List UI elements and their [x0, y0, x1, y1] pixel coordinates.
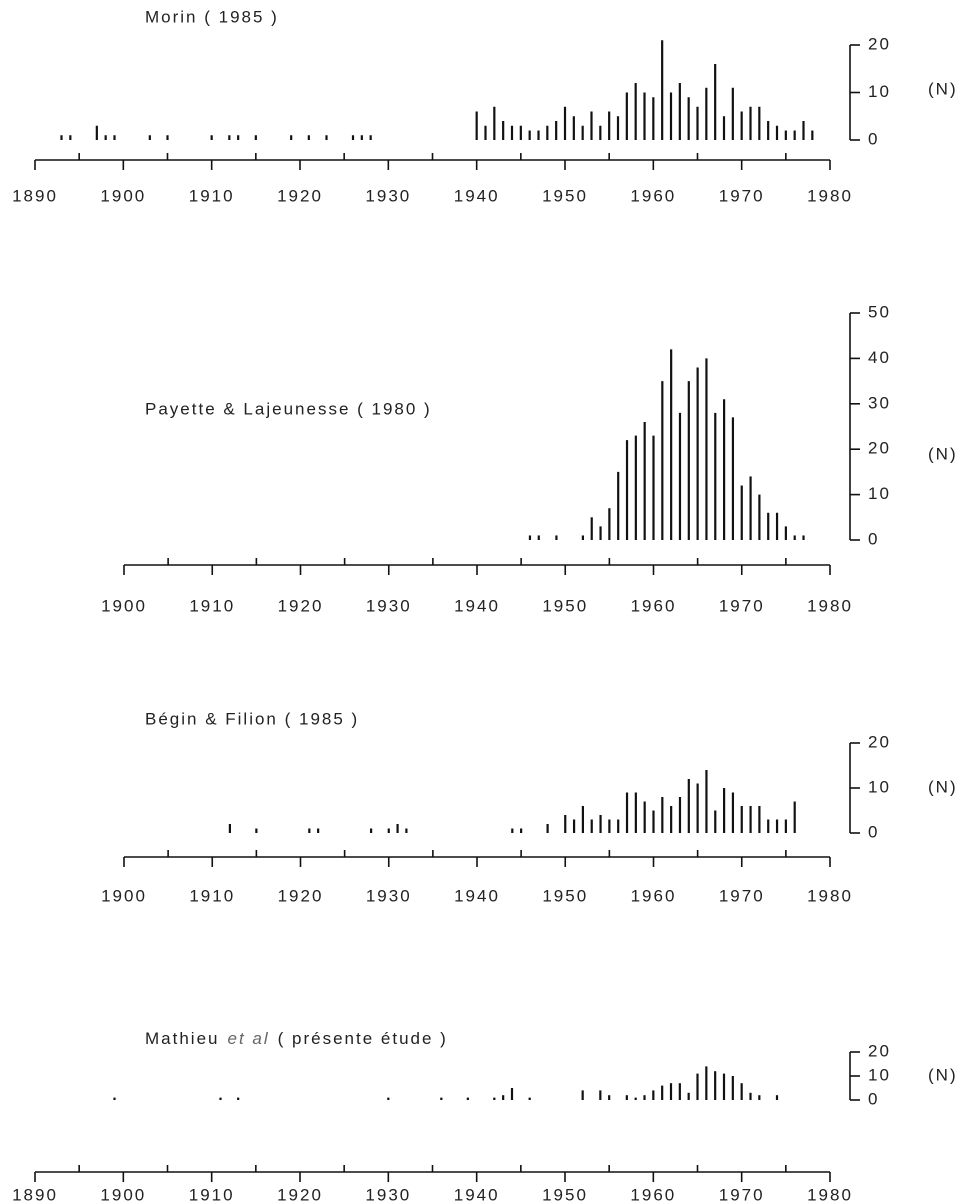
x-tick-label: 1970 — [719, 886, 765, 905]
x-tick-label: 1930 — [366, 886, 412, 905]
x-tick-label: 1910 — [189, 596, 235, 615]
x-tick-label: 1950 — [542, 186, 588, 205]
panel: Bégin & Filion ( 1985 ) 1900 1910 1920 1930 1… — [101, 709, 958, 905]
x-tick-label: 1960 — [630, 186, 676, 205]
title-part: et al — [227, 1029, 269, 1048]
y-axis-label: (N) — [928, 79, 958, 98]
y-tick-label: 50 — [868, 302, 891, 321]
x-tick-label: 1920 — [277, 186, 323, 205]
x-tick-label: 1930 — [365, 186, 411, 205]
y-axis-label: (N) — [928, 1065, 958, 1084]
x-tick-label: 1900 — [100, 1185, 146, 1204]
y-tick-label: 0 — [868, 822, 879, 841]
panel: Payette & Lajeunesse ( 1980 ) 1900 1910 192… — [101, 302, 958, 615]
y-tick-label: 10 — [868, 484, 891, 503]
x-tick-label: 1980 — [807, 186, 853, 205]
y-tick-label: 40 — [868, 348, 891, 367]
x-tick-label: 1920 — [278, 886, 324, 905]
x-tick-label: 1980 — [807, 596, 853, 615]
x-tick-label: 1950 — [542, 596, 588, 615]
panel-title: Payette & Lajeunesse ( 1980 ) — [145, 399, 432, 418]
title-part: Mathieu — [145, 1029, 219, 1048]
panel: Mathieu et al ( présente étude ) 1890 1900 19… — [12, 1029, 958, 1204]
y-tick-label: 0 — [868, 1089, 879, 1108]
x-tick-label: 1900 — [101, 596, 147, 615]
y-tick-label: 10 — [868, 1065, 891, 1084]
x-tick-label: 1960 — [630, 1185, 676, 1204]
y-axis-label: (N) — [928, 444, 958, 463]
x-tick-label: 1910 — [189, 1185, 235, 1204]
y-tick-label: 30 — [868, 393, 891, 412]
y-tick-label: 10 — [868, 82, 891, 101]
y-tick-label: 10 — [868, 777, 891, 796]
x-tick-label: 1890 — [12, 1185, 58, 1204]
x-tick-label: 1940 — [454, 186, 500, 205]
x-tick-label: 1980 — [807, 1185, 853, 1204]
y-axis-label: (N) — [928, 777, 958, 796]
x-tick-label: 1890 — [12, 186, 58, 205]
x-tick-label: 1930 — [366, 596, 412, 615]
x-tick-label: 1940 — [454, 1185, 500, 1204]
x-tick-label: 1980 — [807, 886, 853, 905]
x-tick-label: 1910 — [189, 186, 235, 205]
x-tick-label: 1900 — [100, 186, 146, 205]
y-tick-label: 20 — [868, 439, 891, 458]
y-tick-label: 0 — [868, 129, 879, 148]
x-tick-label: 1970 — [719, 1185, 765, 1204]
x-tick-label: 1940 — [454, 596, 500, 615]
x-tick-label: 1970 — [719, 596, 765, 615]
x-tick-label: 1950 — [542, 886, 588, 905]
panel-title: Morin ( 1985 ) — [145, 7, 279, 26]
x-tick-label: 1930 — [365, 1185, 411, 1204]
x-tick-label: 1910 — [189, 886, 235, 905]
x-tick-label: 1920 — [277, 1185, 323, 1204]
panel: Morin ( 1985 ) 1890 1900 1910 1920 1930 1940 19… — [12, 7, 958, 205]
x-tick-label: 1960 — [631, 886, 677, 905]
y-tick-label: 20 — [868, 1041, 891, 1060]
y-tick-label: 20 — [868, 34, 891, 53]
x-tick-label: 1900 — [101, 886, 147, 905]
x-tick-label: 1970 — [719, 186, 765, 205]
x-tick-label: 1960 — [631, 596, 677, 615]
y-tick-label: 20 — [868, 732, 891, 751]
y-tick-label: 0 — [868, 529, 879, 548]
title-part: ( présente étude ) — [278, 1029, 448, 1048]
panel-title: Mathieu et al ( présente étude ) — [145, 1029, 448, 1048]
panel-title: Bégin & Filion ( 1985 ) — [145, 709, 359, 728]
x-tick-label: 1920 — [278, 596, 324, 615]
x-tick-label: 1950 — [542, 1185, 588, 1204]
x-tick-label: 1940 — [454, 886, 500, 905]
